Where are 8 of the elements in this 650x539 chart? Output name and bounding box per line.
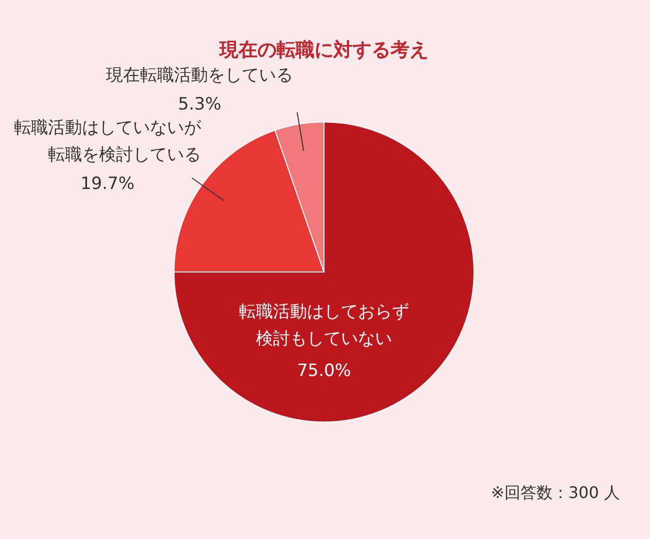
data-label: 5.3% xyxy=(178,94,222,115)
slice-label: 転職活動はしておらず検討もしていない xyxy=(239,302,409,349)
data-label: 75.0% xyxy=(296,361,352,381)
slice-label: 転職活動はしていないが転職を検討している xyxy=(14,118,202,166)
text: ※回答数：300 人 xyxy=(490,483,620,502)
slice-label: 現在転職活動をしている xyxy=(106,66,294,86)
chart-title: 現在の転職に対する考え xyxy=(218,39,428,61)
data-label: 19.7% xyxy=(80,174,135,194)
